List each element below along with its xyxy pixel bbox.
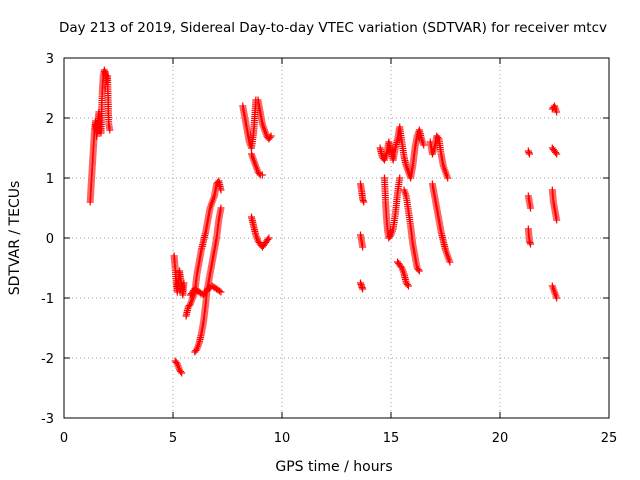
x-tick-label: 20	[492, 431, 509, 446]
data-point	[415, 267, 423, 275]
data-point	[553, 150, 561, 158]
data-point	[396, 174, 404, 182]
x-axis-label: GPS time / hours	[275, 459, 392, 475]
data-point	[106, 126, 114, 134]
data-point	[217, 288, 225, 296]
data-point	[217, 186, 225, 194]
y-tick-label: 3	[46, 52, 54, 67]
data-point	[444, 174, 452, 182]
data-point	[360, 198, 368, 206]
data-point	[255, 170, 263, 177]
data-point	[403, 281, 411, 288]
data-point	[258, 171, 266, 179]
data-point	[446, 258, 454, 266]
data-point	[177, 368, 185, 375]
data-point	[217, 204, 225, 212]
x-tick-label: 25	[601, 431, 618, 446]
chart-title: Day 213 of 2019, Sidereal Day-to-day VTE…	[59, 20, 607, 36]
data-point	[266, 134, 274, 141]
data-point	[527, 240, 535, 248]
y-axis-label: SDTVAR / TECUs	[7, 181, 23, 296]
data-point	[178, 369, 186, 377]
x-tick-label: 5	[169, 431, 177, 446]
data-points	[86, 66, 561, 377]
x-tick-label: 10	[274, 431, 291, 446]
y-tick-label: -1	[41, 292, 54, 307]
data-point	[180, 279, 188, 287]
y-tick-label: -2	[41, 352, 54, 367]
data-point	[553, 108, 561, 116]
grid-layer	[64, 58, 609, 418]
data-point	[434, 134, 442, 141]
data-point	[414, 266, 422, 273]
data-point	[265, 234, 273, 242]
data-point	[359, 285, 367, 293]
y-tick-label: -3	[41, 412, 54, 427]
data-point	[527, 204, 535, 212]
data-point	[264, 236, 272, 243]
data-point	[525, 150, 533, 158]
y-tick-labels: -3 -2 -1 0 1 2 3	[41, 52, 54, 427]
y-tick-label: 1	[46, 172, 54, 187]
tick-layer	[63, 57, 610, 419]
data-point	[553, 294, 561, 302]
data-point	[552, 149, 560, 156]
data-point	[216, 287, 224, 295]
x-tick-label: 0	[60, 431, 68, 446]
x-tick-label: 15	[383, 431, 400, 446]
x-tick-labels: 0 5 10 15 20 25	[60, 431, 617, 446]
y-tick-label: 0	[46, 232, 54, 247]
data-point	[267, 132, 275, 140]
data-point	[359, 243, 367, 251]
data-point	[404, 282, 412, 290]
data-point	[420, 141, 428, 149]
y-tick-label: 2	[46, 112, 54, 127]
data-point	[553, 216, 561, 224]
